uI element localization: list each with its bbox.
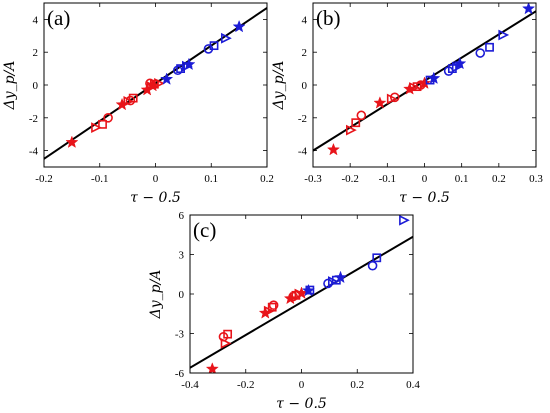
data-point-star-18 [182,57,196,71]
data-point-square-2 [98,119,107,129]
x-axis-label: τ − 0.5 [399,190,450,206]
data-point-star-11 [417,76,432,89]
data-point-triangle-16 [451,61,463,73]
panel-b: -0.3 -0.2 -0.1 0 0.1 0.2 0.3 -4 -2 0 2 4 (b) τ − 0.5 Δ… [271,2,543,206]
data-point-square-20 [209,41,219,51]
panel-label: (b) [316,6,341,30]
data-point-circle-7 [268,300,279,310]
x-tick-label: 0.2 [260,173,274,185]
x-tick-label: -0.2 [237,379,254,391]
x-tick-label: 0 [153,173,159,185]
data-point-star-0 [326,142,341,156]
data-point-square-16 [176,64,185,73]
data-point-circle-3 [356,110,367,121]
x-tick-label: 0 [422,173,428,185]
y-axis-label: Δy_p/A [2,61,18,111]
data-point-star-22 [232,19,246,33]
data-points [65,19,246,148]
data-point-square-20 [372,253,382,263]
data-point-circle-6 [125,95,136,106]
y-tick-label: 4 [302,14,308,26]
data-point-star-4 [373,96,387,109]
x-tick-label: -0.4 [181,379,199,391]
y-tick-label: 3 [179,250,185,262]
x-tick-label: 0.4 [406,379,420,391]
y-tick-label: 2 [302,47,308,59]
y-tick-label: -6 [175,368,185,380]
y-tick-label: 0 [179,289,185,301]
x-tick-label: 0.2 [492,173,506,185]
data-point-star-21 [521,3,536,15]
data-point-square-7 [128,93,138,103]
y-tick-label: 0 [33,80,39,92]
data-point-triangle-1 [91,122,102,134]
data-point-circle-3 [103,113,113,123]
x-tick-label: -0.1 [379,173,396,185]
y-tick-label: 6 [179,210,185,222]
y-tick-label: -4 [29,146,39,158]
axes-box [43,2,268,168]
y-axis-label: Δy_p/A [271,61,287,111]
data-point-star-0 [205,362,219,373]
y-tick-label: -2 [29,113,38,125]
x-tick-label: -0.1 [91,173,108,185]
y-tick-label: -2 [298,113,307,125]
data-point-star-14 [160,72,174,85]
data-point-triangle-21 [399,215,410,226]
data-point-star-0 [65,135,79,148]
y-tick-label: -3 [175,329,185,341]
y-tick-label: 0 [302,80,308,92]
data-point-star-18 [333,270,348,284]
panel-c: -0.4 -0.2 0 0.2 0.4 -6 -3 0 3 6 (c) τ − 0.5 Δy_p/A [148,210,420,412]
x-axis-label: τ − 0.5 [276,396,327,412]
y-tick-label: -4 [298,146,308,158]
y-tick-label: 2 [33,47,39,59]
data-point-triangle-1 [220,338,232,349]
x-tick-label: 0 [299,379,305,391]
data-point-square-2 [351,118,361,128]
data-point-triangle-12 [154,77,165,89]
x-tick-label: -0.2 [341,173,358,185]
data-point-square-3 [223,329,233,339]
data-point-circle-6 [389,92,400,103]
data-point-triangle-21 [221,32,232,44]
x-tick-label: -0.3 [304,173,322,185]
x-tick-label: -0.2 [35,173,52,185]
data-point-star-13 [427,71,441,85]
data-points [205,215,410,373]
y-axis-label: Δy_p/A [148,270,164,320]
x-tick-label: 0.1 [455,173,469,185]
x-tick-label: 0.2 [350,379,364,391]
data-point-square-6 [267,302,277,312]
y-tick-label: 4 [33,14,39,26]
data-point-circle-13 [145,78,155,89]
data-point-square-19 [485,42,494,52]
data-point-circle-15 [173,65,183,76]
x-tick-label: 0.3 [529,173,543,185]
panel-label: (a) [47,6,70,30]
data-point-triangle-1 [346,124,357,136]
x-tick-label: 0.1 [204,173,218,185]
axes-box [189,214,414,374]
axes-box [312,2,537,168]
panel-label: (c) [193,218,216,242]
data-points [326,3,536,156]
x-axis-label: τ − 0.5 [130,190,181,206]
data-point-triangle-20 [498,29,510,41]
data-point-star-17 [453,56,467,70]
data-point-circle-18 [475,48,486,58]
panel-a: -0.2 -0.1 0 0.1 0.2 -4 -2 0 2 4 (a) τ − 0.5 Δy_p/A [2,2,274,206]
fit-line [190,235,413,369]
data-point-square-14 [305,285,315,295]
